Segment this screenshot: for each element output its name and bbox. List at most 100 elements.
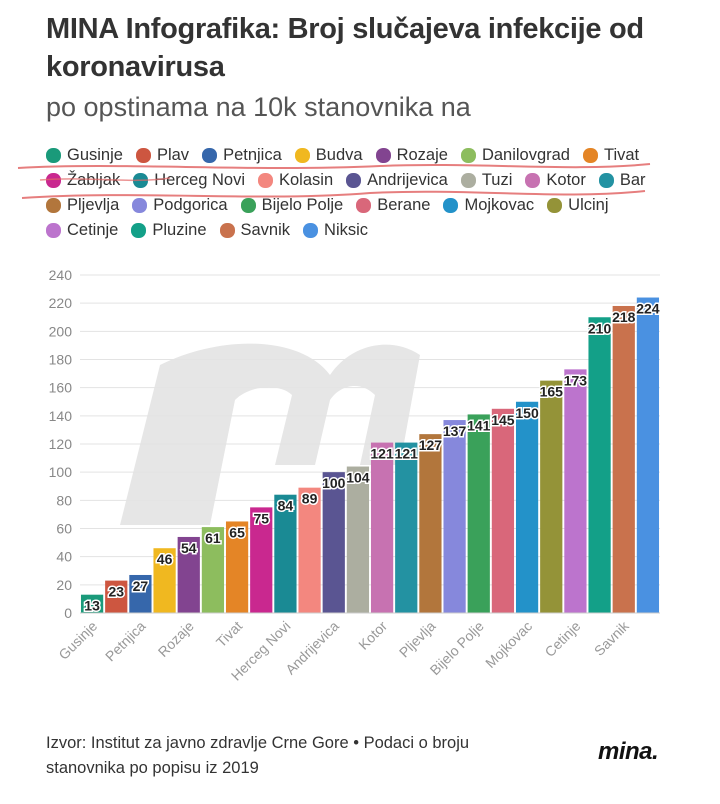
y-tick-label: 0 <box>64 605 72 621</box>
legend-item[interactable]: Ulcinj <box>547 193 609 217</box>
legend-label: Mojkovac <box>464 195 535 214</box>
legend-swatch <box>135 147 151 163</box>
data-label: 224 <box>636 301 660 317</box>
bar <box>467 414 490 613</box>
legend-item[interactable]: Kolasin <box>258 168 333 192</box>
legend-swatch <box>375 147 391 163</box>
bar <box>274 494 297 613</box>
legend-label: Andrijevica <box>367 170 448 189</box>
legend-item[interactable]: Tivat <box>583 143 639 167</box>
legend-item[interactable]: Savnik <box>219 218 291 242</box>
data-label: 104 <box>346 470 370 486</box>
data-label: 54 <box>181 540 197 556</box>
legend-label: Plav <box>156 145 190 164</box>
legend-item[interactable]: Plav <box>135 143 190 167</box>
bar <box>201 527 225 613</box>
legend-item[interactable]: Berane <box>356 193 430 217</box>
legend-swatch <box>547 197 563 213</box>
x-tick-label: Andrijevica <box>282 618 342 678</box>
legend-item[interactable]: Mojkovac <box>443 193 534 217</box>
legend-swatch <box>133 172 149 188</box>
y-tick-label: 160 <box>49 380 73 396</box>
data-label: 121 <box>395 446 419 462</box>
chart-subtitle: po opstinama na 10k stanovnika na <box>46 92 471 122</box>
bar <box>370 442 394 613</box>
source-line-2: stanovnika po popisu iz 2019 <box>46 759 259 777</box>
x-tick-label: Mojkovac <box>482 618 535 671</box>
legend-item[interactable]: Podgorica <box>132 193 228 217</box>
bar <box>419 434 442 613</box>
bar <box>443 420 466 613</box>
legend-item[interactable]: Herceg Novi <box>133 168 245 192</box>
legend-label: Kolasin <box>279 170 334 189</box>
y-tick-label: 60 <box>56 521 72 537</box>
bar <box>636 297 660 613</box>
bar <box>491 408 515 613</box>
data-label: 218 <box>612 309 636 325</box>
data-label: 145 <box>491 412 515 428</box>
legend-label: Savnik <box>240 220 291 239</box>
watermark-shape <box>120 343 420 525</box>
bar <box>225 521 249 613</box>
data-label: 23 <box>108 584 124 600</box>
bar <box>515 401 539 613</box>
y-tick-label: 140 <box>49 408 73 424</box>
legend-item[interactable]: Bar <box>598 168 646 192</box>
bar <box>612 305 635 613</box>
legend-swatch <box>583 147 598 163</box>
legend-item[interactable]: Petnjica <box>202 143 282 167</box>
legend-item[interactable]: Žabljak <box>46 168 120 192</box>
legend-item[interactable]: Niksic <box>303 218 368 242</box>
legend-label: Bijelo Polje <box>261 195 344 214</box>
y-tick-label: 40 <box>56 549 72 565</box>
bar <box>250 507 273 613</box>
data-label: 137 <box>443 423 467 439</box>
legend-item[interactable]: Rozaje <box>375 143 448 167</box>
bar <box>588 317 611 613</box>
legend-label: Tivat <box>604 145 640 164</box>
y-tick-label: 220 <box>49 295 73 311</box>
legend-swatch <box>46 197 61 213</box>
legend-label: Petnjica <box>223 145 282 164</box>
legend-item[interactable]: Gusinje <box>46 143 123 167</box>
legend-swatch <box>46 222 61 238</box>
x-tick-label: Cetinje <box>541 618 583 660</box>
legend-swatch <box>346 172 362 188</box>
data-label: 46 <box>157 551 173 567</box>
data-label: 100 <box>322 475 346 491</box>
data-label: 150 <box>515 405 539 421</box>
bar <box>80 594 104 613</box>
data-label: 173 <box>564 372 588 388</box>
legend-item[interactable]: Andrijevica <box>346 168 448 192</box>
legend-item[interactable]: Cetinje <box>46 218 118 242</box>
legend-item[interactable]: Tuzi <box>460 168 512 192</box>
y-tick-label: 20 <box>56 577 72 593</box>
legend-swatch <box>294 147 310 163</box>
legend-swatch <box>443 197 459 213</box>
legend-item[interactable]: Danilovgrad <box>460 143 570 167</box>
legend-swatch <box>131 222 147 238</box>
legend-item[interactable]: Kotor <box>525 168 586 192</box>
x-tick-label: Rozaje <box>155 618 197 660</box>
data-label: 84 <box>278 498 294 514</box>
data-label: 141 <box>467 417 491 433</box>
bar <box>298 487 321 613</box>
legend-swatch <box>460 172 476 188</box>
legend-item[interactable]: Budva <box>294 143 363 167</box>
y-tick-label: 100 <box>49 464 73 480</box>
legend-swatch <box>258 172 273 188</box>
legend-item[interactable]: Pljevlja <box>46 193 119 217</box>
legend-label: Ulcinj <box>568 195 609 214</box>
legend-swatch <box>460 147 476 163</box>
legend-label: Gusinje <box>67 145 123 164</box>
legend-label: Pljevlja <box>67 195 120 214</box>
legend-swatch <box>598 172 614 188</box>
x-tick-label: Gusinje <box>55 618 100 663</box>
data-label: 27 <box>133 578 149 594</box>
legend-item[interactable]: Bijelo Polje <box>240 193 344 217</box>
x-tick-label: Kotor <box>355 618 390 653</box>
y-tick-label: 120 <box>49 436 73 452</box>
y-tick-label: 240 <box>49 267 73 283</box>
x-tick-label: Petnjica <box>102 618 149 665</box>
legend-item[interactable]: Pluzine <box>131 218 207 242</box>
